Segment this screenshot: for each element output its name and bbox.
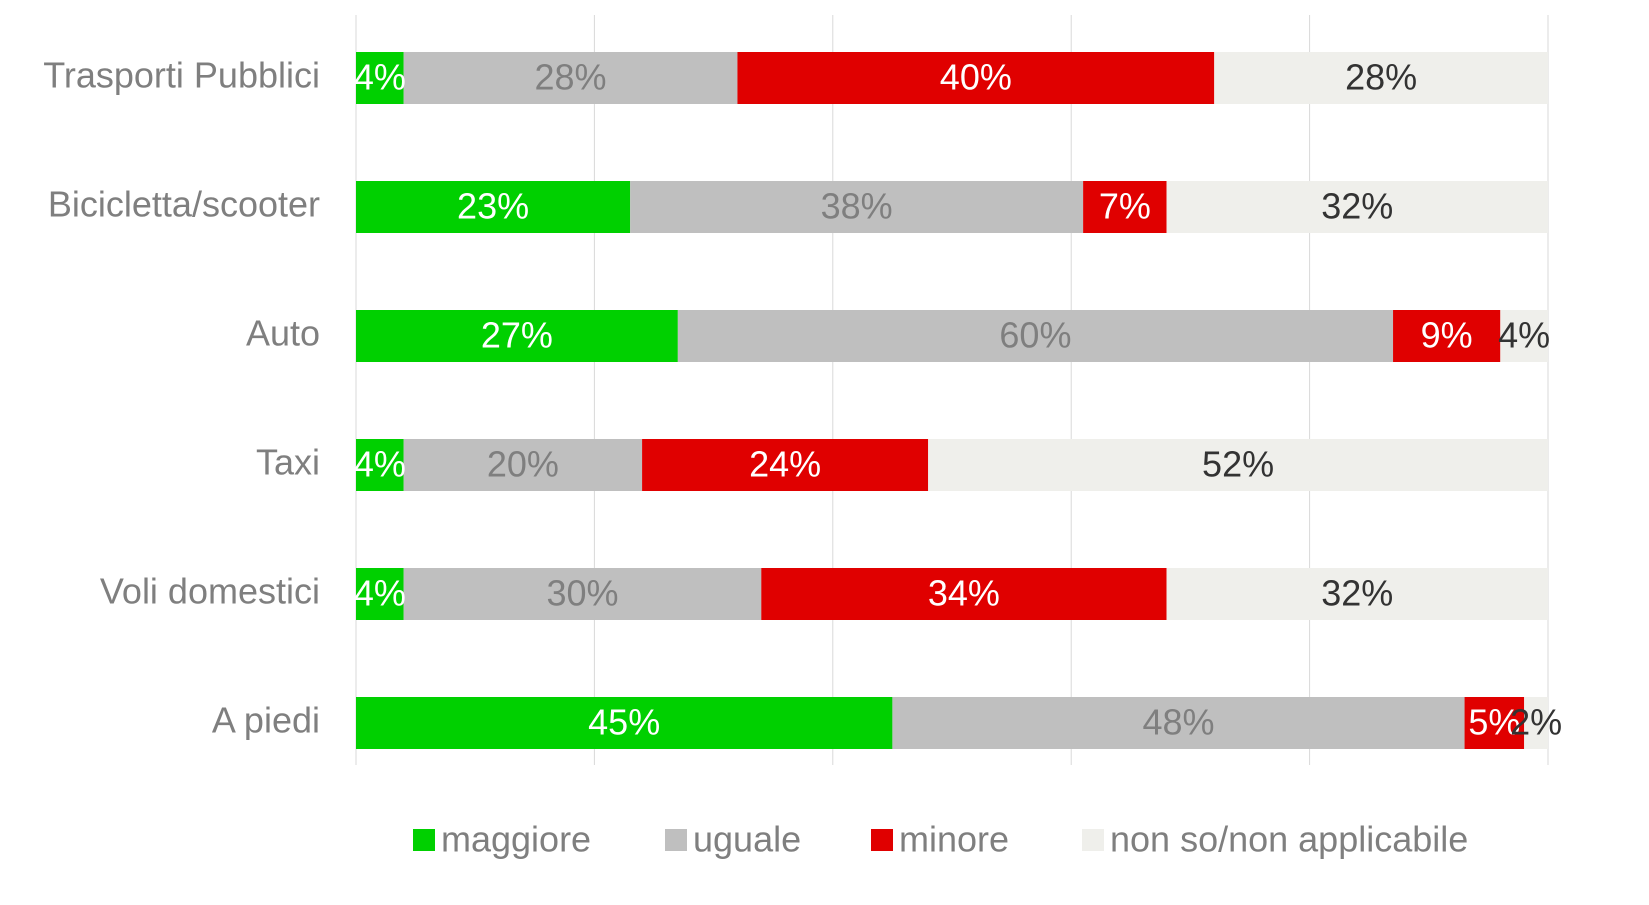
value-label: 45%	[588, 702, 660, 743]
value-label: 20%	[487, 444, 559, 485]
value-label: 32%	[1321, 186, 1393, 227]
value-label: 23%	[457, 186, 529, 227]
category-label: A piedi	[212, 700, 320, 741]
bar-segment	[1464, 697, 1525, 749]
category-label: Bicicletta/scooter	[48, 184, 320, 225]
bar-segment	[1500, 310, 1548, 362]
bar-segment	[356, 568, 404, 620]
value-label: 2%	[1510, 702, 1562, 743]
category-label: Taxi	[256, 442, 320, 483]
category-label: Voli domestici	[100, 571, 320, 612]
bar-segment	[677, 310, 1394, 362]
value-label: 38%	[821, 186, 893, 227]
value-label: 32%	[1321, 573, 1393, 614]
value-label: 9%	[1421, 315, 1473, 356]
value-label: 30%	[546, 573, 618, 614]
bar-segment	[403, 439, 643, 491]
value-label: 4%	[1498, 315, 1550, 356]
value-label: 28%	[535, 57, 607, 98]
value-label: 52%	[1202, 444, 1274, 485]
value-label: 48%	[1142, 702, 1214, 743]
bar-segment	[928, 439, 1548, 491]
bar-segment	[356, 310, 678, 362]
value-label: 60%	[999, 315, 1071, 356]
bar-segment	[892, 697, 1465, 749]
legend-label: maggiore	[441, 819, 591, 860]
bar-segment	[630, 181, 1084, 233]
legend-swatch	[1082, 829, 1104, 851]
bar-segment	[1166, 181, 1548, 233]
bar-segment	[761, 568, 1167, 620]
category-label: Auto	[246, 313, 320, 354]
value-label: 4%	[354, 57, 406, 98]
bar-segment	[356, 52, 404, 104]
value-label: 4%	[354, 444, 406, 485]
bar-segment	[356, 697, 893, 749]
value-label: 24%	[749, 444, 821, 485]
value-label: 4%	[354, 573, 406, 614]
bar-segment	[1166, 568, 1548, 620]
bar-segment	[642, 439, 929, 491]
legend-label: minore	[899, 819, 1009, 860]
value-label: 34%	[928, 573, 1000, 614]
bar-segment	[1214, 52, 1548, 104]
bar-segment	[1083, 181, 1167, 233]
bar-segment	[1393, 310, 1501, 362]
bar-segment	[403, 568, 762, 620]
bar-segment	[737, 52, 1215, 104]
legend-label: non so/non applicabile	[1110, 819, 1468, 860]
value-label: 28%	[1345, 57, 1417, 98]
legend-label: uguale	[693, 819, 801, 860]
value-label: 40%	[940, 57, 1012, 98]
bar-segment	[1524, 697, 1548, 749]
value-label: 27%	[481, 315, 553, 356]
category-label: Trasporti Pubblici	[43, 55, 320, 96]
legend-swatch	[871, 829, 893, 851]
legend-swatch	[413, 829, 435, 851]
value-label: 5%	[1468, 702, 1520, 743]
bar-segment	[356, 181, 631, 233]
bar-segment	[403, 52, 738, 104]
bar-segment	[356, 439, 404, 491]
value-label: 7%	[1099, 186, 1151, 227]
legend-swatch	[665, 829, 687, 851]
